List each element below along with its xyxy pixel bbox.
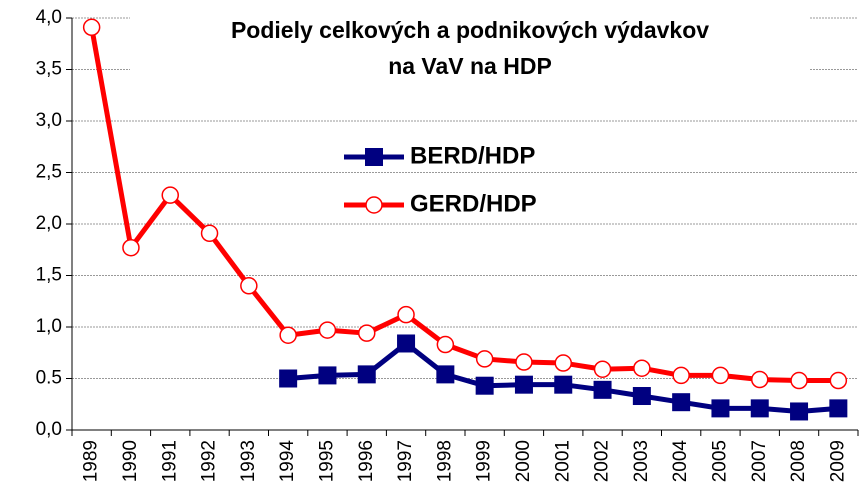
marker [318,321,337,339]
x-tick-label: 2007 [749,440,770,482]
marker [711,399,730,418]
x-tick-label: 2003 [631,440,652,482]
marker [751,370,769,389]
y-tick-label: 1,0 [36,316,62,337]
x-tick-label: 2001 [552,440,573,482]
y-tick-label: 2,5 [36,162,62,183]
marker [554,375,573,394]
marker [750,399,769,418]
marker [279,369,298,388]
marker [593,360,612,378]
marker [790,402,809,421]
x-tick-label: 2008 [788,440,809,482]
marker [397,305,415,324]
x-tick-label: 1997 [395,440,416,482]
y-tick-label: 0.5 [36,368,62,389]
legend-label: GERD/HDP [410,190,537,217]
y-tick-label: 3,0 [36,110,62,131]
marker [672,393,691,412]
marker [554,354,572,372]
marker [279,326,297,344]
marker [672,366,690,385]
x-tick-label: 1993 [238,440,259,482]
marker [436,365,455,384]
x-tick-label: 1994 [277,440,298,483]
x-tick-label: 1991 [159,440,180,482]
y-tick-label: 0,0 [36,419,62,440]
x-tick-label: 2005 [709,440,730,482]
legend-marker [365,196,383,214]
x-tick-label: 2002 [592,440,613,482]
marker [829,371,848,390]
marker [357,365,376,384]
marker [632,387,651,406]
chart-title: na VaV na HDP [388,53,552,79]
legend-label: BERD/HDP [410,142,535,169]
y-tick-label: 2,0 [36,213,62,234]
x-tick-label: 1995 [316,440,337,482]
marker [397,334,416,353]
marker [633,359,651,377]
marker [82,18,101,37]
x-tick-label: 1989 [81,440,102,482]
x-tick-label: 1999 [474,440,495,482]
chart-title: Podiely celkových a podnikových výdavkov [231,17,709,43]
y-tick-label: 3,5 [36,59,62,80]
marker [593,380,612,399]
x-tick-label: 1992 [199,440,220,482]
marker [200,224,219,243]
x-tick-label: 1990 [120,440,141,482]
y-tick-label: 1,5 [36,265,62,286]
x-tick-label: 2000 [513,440,534,482]
marker [475,376,494,395]
x-tick-label: 1998 [434,440,455,482]
marker [318,366,337,385]
legend-marker [365,148,383,166]
marker [514,375,533,394]
marker [161,186,179,204]
marker [515,353,533,371]
x-tick-label: 2004 [670,440,691,483]
title-background [130,10,810,90]
x-tick-label: 1996 [356,440,377,482]
marker [475,350,494,368]
marker [358,324,376,342]
x-tick-label: 2009 [827,440,848,482]
marker [122,238,140,257]
marker [240,277,258,295]
marker [711,366,730,385]
y-tick-label: 4,0 [36,7,62,28]
marker [829,399,848,418]
marker [790,371,808,390]
marker [436,335,455,354]
